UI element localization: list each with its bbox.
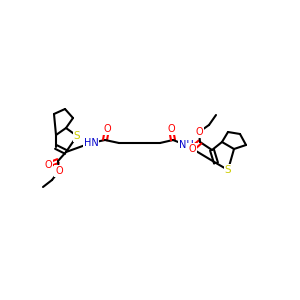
- Text: S: S: [225, 165, 231, 175]
- Text: O: O: [44, 160, 52, 170]
- Text: O: O: [188, 144, 196, 154]
- Text: O: O: [167, 124, 175, 134]
- Text: HN: HN: [84, 138, 98, 148]
- Text: O: O: [103, 124, 111, 134]
- Text: O: O: [195, 127, 203, 137]
- Text: O: O: [55, 166, 63, 176]
- Text: NH: NH: [178, 140, 194, 150]
- Text: S: S: [74, 131, 80, 141]
